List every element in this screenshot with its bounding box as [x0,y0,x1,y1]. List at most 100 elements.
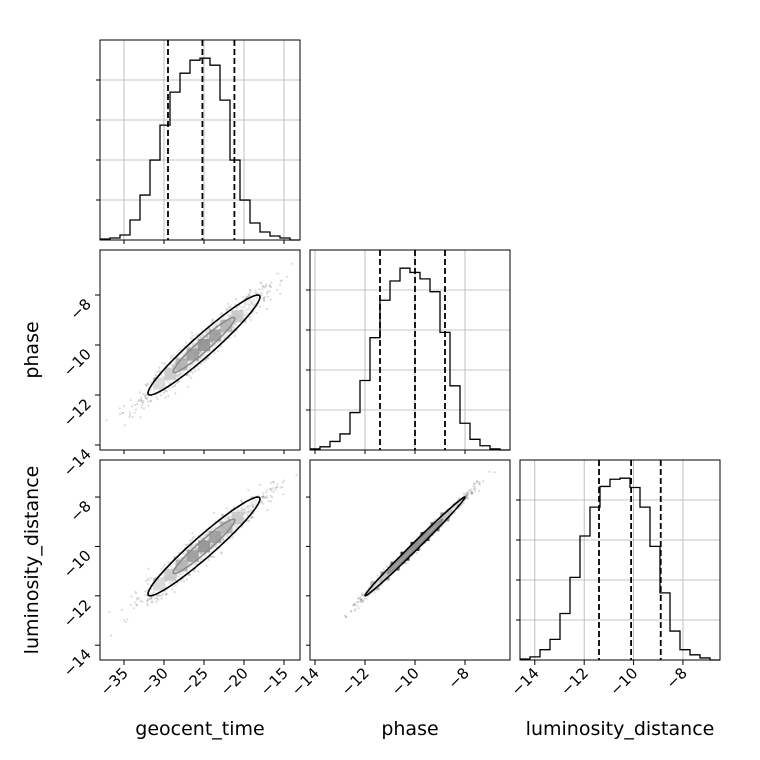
scatter-point [359,597,362,601]
scatter-point [272,481,276,484]
scatter-point [120,608,123,612]
scatter-point [191,536,194,540]
scatter-point [355,604,358,607]
scatter-point [240,499,243,502]
scatter-point [164,389,167,392]
x-axis-label-luminosity-distance: luminosity_distance [526,718,715,740]
scatter-point [488,470,491,473]
scatter-point [158,369,161,372]
scatter-point [475,481,479,484]
scatter-point [158,366,161,369]
scatter-point [190,376,193,380]
scatter-point [131,415,134,418]
scatter-point [151,601,154,604]
scatter-point [204,359,207,362]
scatter-point [255,311,258,314]
scatter-point [128,415,131,419]
x-tick-label: −15 [257,664,292,699]
scatter-point [225,507,228,510]
scatter-point [219,345,223,348]
scatter-point [139,399,143,402]
scatter-point [160,597,163,600]
x-tick-label: −10 [606,664,641,699]
scatter-point [140,404,143,407]
histogram-frame [99,39,301,241]
scatter-point [176,381,179,384]
scatter-point [260,501,263,504]
scatter-point [130,595,133,598]
scatter-point [197,570,200,573]
scatter-point [167,394,170,398]
scatter-point [149,576,152,580]
histogram-step-line [100,57,300,241]
scatter-point [164,396,167,399]
x-tick-label: −12 [338,664,373,699]
scatter-point [118,407,121,410]
scatter-point [182,580,186,583]
scatter-point [139,416,142,419]
scatter-point [134,601,137,604]
scatter-point [264,285,267,288]
scatter-point [267,500,270,503]
scatter-point [161,593,164,596]
scatter-point [226,308,229,311]
scatter-point [165,593,168,596]
scatter-point [162,391,165,394]
scatter-point [349,609,353,613]
scatter-point [161,565,165,568]
scatter-point [147,567,150,570]
contour-level-1 [364,496,466,597]
scatter-point [475,480,479,483]
axis-labels-layer: geocent_time phase luminosity_distance p… [21,321,714,740]
scatter-point [279,486,282,489]
scatter-point [262,297,265,300]
scatter-point [172,354,175,357]
contours [364,496,466,597]
scatter-point [121,411,125,414]
scatter-point [262,285,265,288]
scatter-point [138,597,141,600]
scatter-point [466,492,469,495]
scatter-point [171,385,174,388]
scatter-point [134,590,137,593]
scatter-point [275,488,278,491]
scatter-point [211,319,214,322]
scatter-point [150,597,153,600]
scatter-point [272,490,275,493]
scatter-point [207,558,210,562]
scatter-point [344,614,347,617]
scatter-point [260,282,263,285]
y-tick-label: −10 [60,345,95,380]
scatter-point [275,288,279,291]
scatter-point [281,481,284,484]
scatter-point [144,396,147,399]
scatter-point [165,593,168,596]
scatter-point [244,321,247,324]
scatter-point [352,604,355,607]
scatter-panel-phase-luminosity_distance [309,459,511,661]
scatter-point [466,496,469,499]
scatter-point [156,597,159,600]
scatter-panel-geocent_time-phase [99,249,301,451]
y-tick-label: −10 [60,547,95,582]
panels-layer [96,39,721,661]
x-axis-label-geocent-time: geocent_time [135,718,264,740]
scatter-point [251,516,254,519]
y-tick-label: −8 [66,497,94,525]
scatter-point [245,295,248,298]
scatter-point [140,406,143,409]
scatter-point [188,573,191,576]
scatter-point [270,489,273,492]
y-tick-label: −14 [60,645,95,680]
scatter-point [197,368,200,371]
scatter-point [465,494,468,497]
scatter-point [353,609,356,612]
scatter-point [359,600,362,603]
scatter-point [270,496,274,499]
histogram-step-line [310,267,510,451]
scatter-point [177,551,181,555]
scatter-point [376,574,379,577]
scatter-point [263,286,266,289]
scatter-point [256,292,259,295]
scatter-point [269,494,272,497]
